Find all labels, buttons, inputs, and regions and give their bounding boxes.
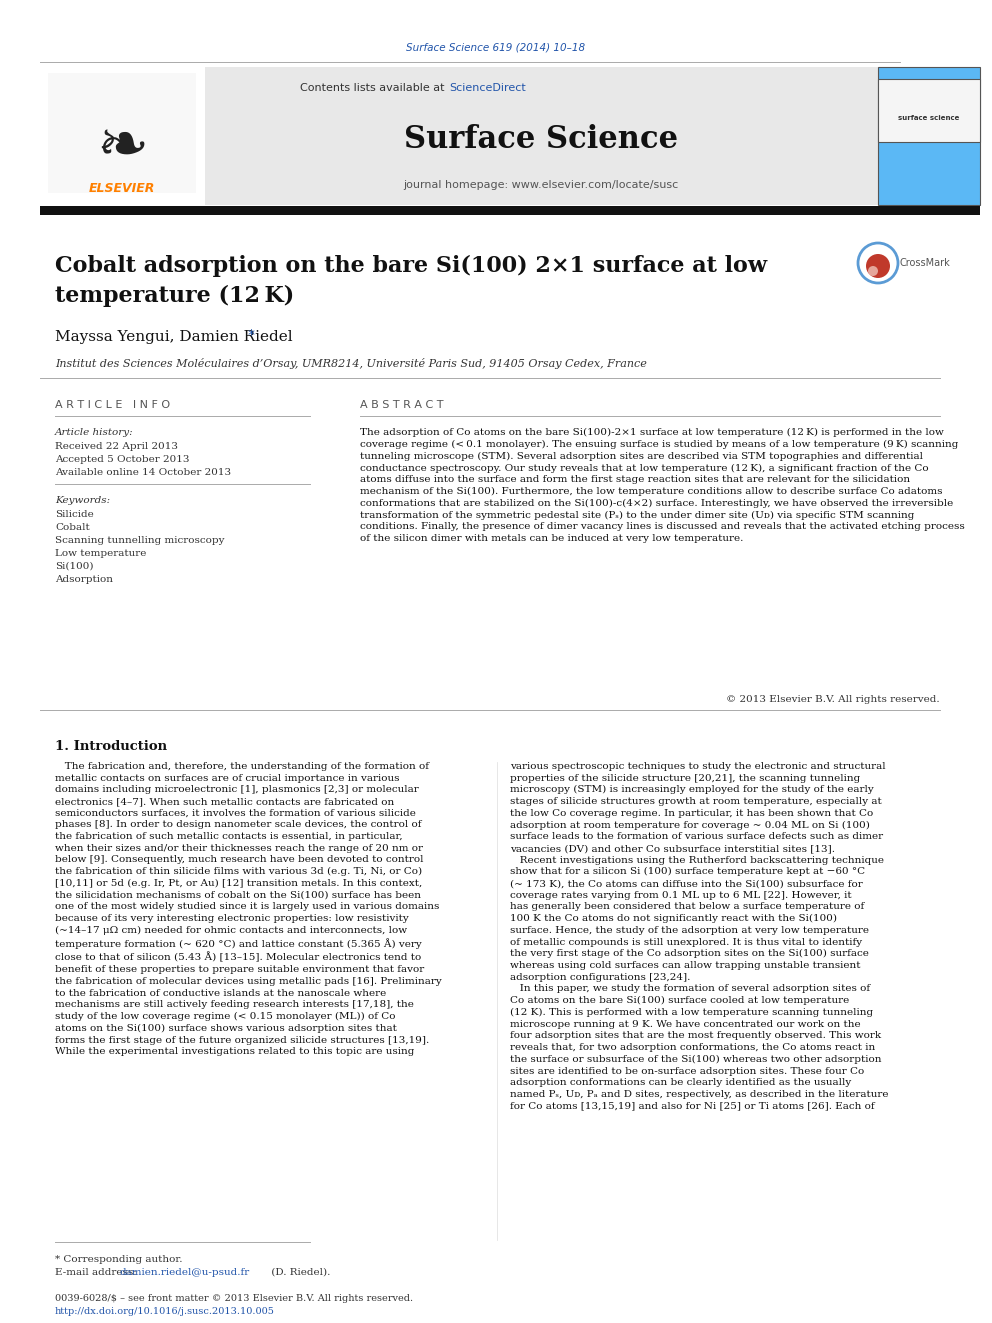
Circle shape [868,266,878,277]
Text: 1. Introduction: 1. Introduction [55,740,167,753]
Text: Received 22 April 2013: Received 22 April 2013 [55,442,178,451]
Text: * Corresponding author.: * Corresponding author. [55,1256,183,1263]
Text: various spectroscopic techniques to study the electronic and structural
properti: various spectroscopic techniques to stud… [510,762,889,1110]
Text: journal homepage: www.elsevier.com/locate/susc: journal homepage: www.elsevier.com/locat… [404,180,679,191]
Text: ScienceDirect: ScienceDirect [449,83,526,93]
Text: Mayssa Yengui, Damien Riedel: Mayssa Yengui, Damien Riedel [55,329,293,344]
Text: http://dx.doi.org/10.1016/j.susc.2013.10.005: http://dx.doi.org/10.1016/j.susc.2013.10… [55,1307,275,1316]
Text: (D. Riedel).: (D. Riedel). [268,1267,330,1277]
Text: Article history:: Article history: [55,429,134,437]
Bar [878,67,980,205]
Text: © 2013 Elsevier B.V. All rights reserved.: © 2013 Elsevier B.V. All rights reserved… [726,695,940,704]
Text: 0039-6028/$ – see front matter © 2013 Elsevier B.V. All rights reserved.: 0039-6028/$ – see front matter © 2013 El… [55,1294,413,1303]
Text: Surface Science 619 (2014) 10–18: Surface Science 619 (2014) 10–18 [407,44,585,53]
Bar [205,67,878,205]
Circle shape [866,254,890,278]
Text: damien.riedel@u-psud.fr: damien.riedel@u-psud.fr [120,1267,250,1277]
Text: Si(100): Si(100) [55,562,93,572]
Text: Accepted 5 October 2013: Accepted 5 October 2013 [55,455,189,464]
Text: Cobalt adsorption on the bare Si(100) 2×1 surface at low: Cobalt adsorption on the bare Si(100) 2×… [55,255,767,277]
Text: A B S T R A C T: A B S T R A C T [360,400,443,410]
Text: E-mail address:: E-mail address: [55,1267,140,1277]
Text: Cobalt: Cobalt [55,523,89,532]
Bar [40,67,205,205]
Text: A R T I C L E   I N F O: A R T I C L E I N F O [55,400,170,410]
Bar [40,206,980,216]
Text: Contents lists available at: Contents lists available at [300,83,448,93]
Bar [878,79,980,142]
Text: Low temperature: Low temperature [55,549,147,558]
Text: ELSEVIER: ELSEVIER [89,183,155,194]
Text: Institut des Sciences Moléculaires d’Orsay, UMR8214, Université Paris Sud, 91405: Institut des Sciences Moléculaires d’Ors… [55,359,647,369]
Text: *: * [248,328,255,343]
Text: Keywords:: Keywords: [55,496,110,505]
Text: CrossMark: CrossMark [900,258,950,269]
Bar [48,73,196,193]
Text: Silicide: Silicide [55,509,94,519]
Text: Scanning tunnelling microscopy: Scanning tunnelling microscopy [55,536,224,545]
Text: ❧: ❧ [96,118,148,179]
Text: temperature (12 K): temperature (12 K) [55,284,295,307]
Text: The fabrication and, therefore, the understanding of the formation of
metallic c: The fabrication and, therefore, the unde… [55,762,441,1056]
Text: surface science: surface science [899,115,959,120]
Text: Surface Science: Surface Science [404,124,679,156]
Text: Available online 14 October 2013: Available online 14 October 2013 [55,468,231,478]
Text: Adsorption: Adsorption [55,576,113,583]
Text: The adsorption of Co atoms on the bare Si(100)-2×1 surface at low temperature (1: The adsorption of Co atoms on the bare S… [360,429,965,544]
